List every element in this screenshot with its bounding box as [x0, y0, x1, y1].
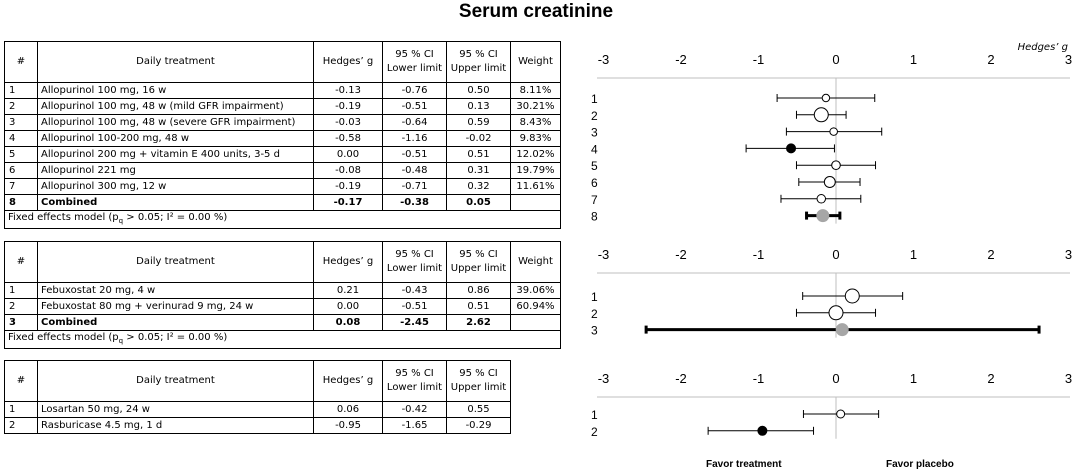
tick-label: 0 — [832, 247, 839, 262]
row-label: 3 — [591, 324, 598, 338]
tick-label: -3 — [598, 371, 610, 386]
tick-label: 1 — [910, 371, 917, 386]
point-combined — [816, 209, 830, 223]
row-upper: -0.29 — [446, 417, 511, 434]
row-label: 3 — [591, 126, 598, 140]
point-open — [831, 160, 841, 171]
row-label: 2 — [591, 109, 598, 123]
tick-label: -1 — [753, 371, 765, 386]
row-label: 8 — [591, 210, 598, 224]
header-hedges: Hedges’ g — [313, 241, 383, 283]
row-label: 1 — [591, 92, 598, 106]
point-open — [821, 93, 831, 103]
table-row: 1 Febuxostat 20 mg, 4 w 0.21 -0.43 0.86 39.06… — [4, 282, 561, 299]
tick-label: -2 — [675, 371, 687, 386]
header-treatment: Daily treatment — [37, 41, 314, 83]
tick-label: 0 — [832, 52, 839, 67]
tick-label: -1 — [753, 247, 765, 262]
point-open — [828, 305, 844, 321]
point-open — [836, 409, 846, 419]
table-row: 5 Allopurinol 200 mg + vitamin E 400 unit… — [4, 146, 561, 163]
row-num: 2 — [4, 417, 38, 434]
header-hedges: Hedges’ g — [313, 41, 383, 83]
model-row: Fixed effects model (pq > 0.05; I² = 0.0… — [4, 210, 561, 229]
tick-label: -3 — [598, 52, 610, 67]
model-row: Fixed effects model (pq > 0.05; I² = 0.0… — [4, 330, 561, 349]
row-label: 1 — [591, 290, 598, 304]
table-row: 4 Allopurinol 100-200 mg, 48 w -0.58 -1.16-… — [4, 130, 561, 147]
header-weight: Weight — [510, 41, 561, 83]
point-open — [813, 107, 829, 123]
row-label: 4 — [591, 142, 598, 156]
point-open — [844, 288, 860, 304]
row-label: 6 — [591, 176, 598, 190]
row-weight: 9.83% — [510, 130, 561, 147]
chart-title: Serum creatinine — [458, 1, 614, 22]
header-lower: 95 % CI Lower limit — [382, 241, 447, 283]
point-combined — [835, 323, 849, 337]
tick-label: 0 — [832, 371, 839, 386]
tick-label: -2 — [675, 52, 687, 67]
row-label: 1 — [591, 408, 598, 422]
tick-label: -2 — [675, 247, 687, 262]
tick-label: 2 — [987, 247, 994, 262]
model-description: Fixed effects model (pq > 0.05; I² = 0.0… — [4, 210, 561, 229]
table-row: 2 Allopurinol 100 mg, 48 w (mild GFR impa… — [4, 98, 561, 115]
row-weight: 8.43% — [510, 114, 561, 131]
model-description: Fixed effects model (pq > 0.05; I² = 0.0… — [4, 330, 561, 349]
row-label: 2 — [591, 307, 598, 321]
header-weight: Weight — [510, 241, 561, 283]
table-group-1: # Daily treatment Hedges’ g 95 % CI Lower li… — [4, 41, 561, 229]
tick-label: 2 — [987, 371, 994, 386]
tick-label: 3 — [1065, 247, 1072, 262]
favor-placebo-label: Favor placebo — [886, 459, 954, 470]
tick-label: -1 — [753, 52, 765, 67]
header-lower: 95 % CI Lower limit — [382, 360, 447, 402]
header-num: # — [4, 360, 38, 402]
point-open — [816, 194, 827, 204]
point-filled — [757, 425, 768, 436]
tick-label: 1 — [910, 247, 917, 262]
table-group-2: # Daily treatment Hedges’ g 95 % CI Lower li… — [4, 241, 561, 349]
header-upper: 95 % CI Upper limit — [446, 360, 511, 402]
axis-label: Hedges’ g — [1018, 42, 1068, 53]
table-row: 1 Losartan 50 mg, 24 w 0.06 -0.42 0.55 — [4, 401, 561, 418]
point-open — [829, 127, 838, 136]
row-label: 5 — [591, 159, 598, 173]
tick-label: 1 — [910, 52, 917, 67]
tick-label: -3 — [598, 247, 610, 262]
table-header: # Daily treatment Hedges’ g 95 % CI Lower li… — [4, 41, 561, 83]
table-group-3: # Daily treatment Hedges’ g 95 % CI Lower li… — [4, 360, 561, 434]
row-label: 7 — [591, 193, 598, 207]
table-row: 2 Rasburicase 4.5 mg, 1 d -0.95 -1.65 -0.29 — [4, 417, 561, 434]
point-filled — [786, 143, 797, 154]
favor-treatment-label: Favor treatment — [706, 459, 782, 470]
tick-label: 3 — [1065, 371, 1072, 386]
header-upper: 95 % CI Upper limit — [446, 41, 511, 83]
row-treatment: Rasburicase 4.5 mg, 1 d — [37, 417, 314, 434]
header-treatment: Daily treatment — [37, 360, 314, 402]
point-open — [823, 176, 836, 188]
table-row: 3 Combined 0.08 -2.45 2.62 — [4, 314, 561, 331]
tick-label: 2 — [987, 52, 994, 67]
tick-label: 3 — [1065, 52, 1072, 67]
row-label: 2 — [591, 425, 598, 439]
table-header: # Daily treatment Hedges’ g 95 % CI Lower li… — [4, 360, 561, 402]
header-num: # — [4, 241, 38, 283]
